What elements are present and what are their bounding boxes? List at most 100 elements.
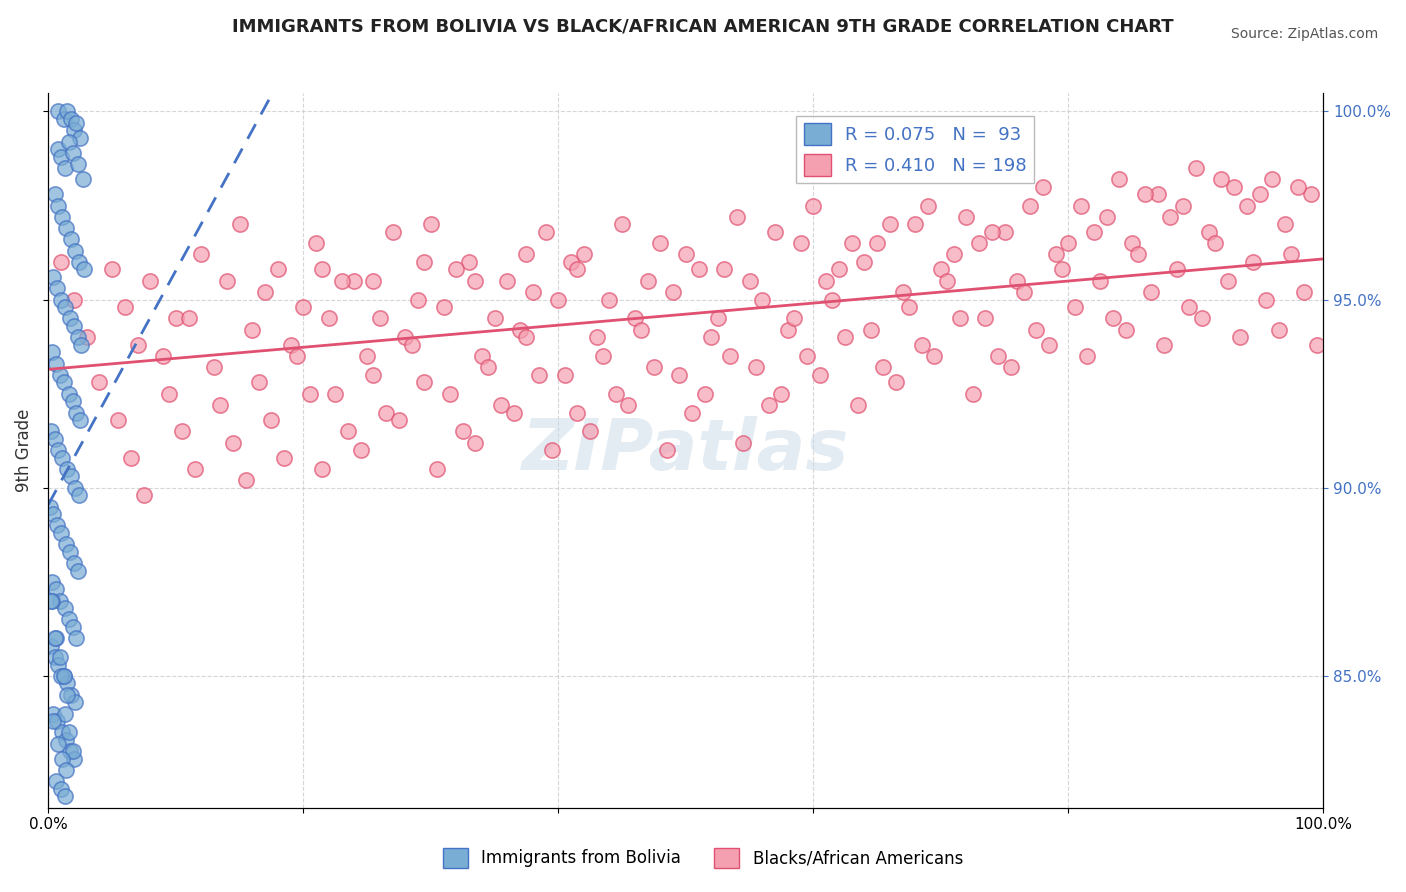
Point <box>1095 210 1118 224</box>
Point <box>637 274 659 288</box>
Point <box>1102 311 1125 326</box>
Point <box>381 225 404 239</box>
Point <box>152 349 174 363</box>
Point <box>1019 198 1042 212</box>
Point <box>215 274 238 288</box>
Point <box>53 161 76 175</box>
Point <box>846 398 869 412</box>
Point <box>693 386 716 401</box>
Point <box>72 172 94 186</box>
Point <box>962 386 984 401</box>
Point <box>650 236 672 251</box>
Point <box>1115 323 1137 337</box>
Point <box>917 198 939 212</box>
Point <box>413 376 436 390</box>
Point <box>139 274 162 288</box>
Point <box>267 262 290 277</box>
Point <box>1153 338 1175 352</box>
Point <box>190 247 212 261</box>
Point <box>363 368 385 382</box>
Point <box>1294 285 1316 299</box>
Point <box>56 462 79 476</box>
Point <box>1128 247 1150 261</box>
Point <box>39 593 62 607</box>
Point <box>323 386 346 401</box>
Point <box>368 311 391 326</box>
Point <box>52 376 75 390</box>
Point <box>1191 311 1213 326</box>
Point <box>44 650 66 665</box>
Point <box>1146 187 1168 202</box>
Point <box>41 345 63 359</box>
Point <box>942 247 965 261</box>
Point <box>67 255 90 269</box>
Point <box>394 330 416 344</box>
Point <box>44 187 66 202</box>
Point <box>783 311 806 326</box>
Point <box>202 360 225 375</box>
Point <box>630 323 652 337</box>
Point <box>45 582 67 597</box>
Point <box>41 593 63 607</box>
Y-axis label: 9th Grade: 9th Grade <box>15 409 32 491</box>
Point <box>127 338 149 352</box>
Point <box>872 360 894 375</box>
Point <box>967 236 990 251</box>
Point <box>1083 225 1105 239</box>
Point <box>439 386 461 401</box>
Point <box>643 360 665 375</box>
Point <box>209 398 232 412</box>
Point <box>1007 274 1029 288</box>
Point <box>1306 338 1329 352</box>
Point <box>1025 323 1047 337</box>
Point <box>733 435 755 450</box>
Point <box>688 262 710 277</box>
Point <box>567 262 589 277</box>
Point <box>48 657 70 672</box>
Point <box>260 413 283 427</box>
Point <box>62 123 84 137</box>
Point <box>58 135 80 149</box>
Point <box>62 752 84 766</box>
Point <box>52 112 75 126</box>
Point <box>69 130 91 145</box>
Point <box>1045 247 1067 261</box>
Point <box>859 323 882 337</box>
Point <box>39 639 62 653</box>
Point <box>172 425 194 439</box>
Point <box>298 386 321 401</box>
Point <box>1088 274 1111 288</box>
Point <box>763 225 786 239</box>
Point <box>63 695 86 709</box>
Point <box>41 574 63 589</box>
Point <box>247 376 270 390</box>
Point <box>547 293 569 307</box>
Point <box>55 763 77 777</box>
Point <box>70 338 93 352</box>
Point <box>63 244 86 258</box>
Point <box>42 706 65 721</box>
Point <box>59 744 82 758</box>
Point <box>48 142 70 156</box>
Point <box>55 221 77 235</box>
Point <box>718 349 741 363</box>
Point <box>59 311 82 326</box>
Point <box>305 236 328 251</box>
Point <box>446 262 468 277</box>
Point <box>841 236 863 251</box>
Point <box>311 462 333 476</box>
Point <box>51 725 73 739</box>
Point <box>240 323 263 337</box>
Point <box>464 435 486 450</box>
Point <box>62 293 84 307</box>
Point <box>1211 172 1233 186</box>
Point <box>58 386 80 401</box>
Point <box>451 425 474 439</box>
Point <box>1032 179 1054 194</box>
Point <box>48 104 70 119</box>
Point <box>45 774 67 789</box>
Point <box>273 450 295 465</box>
Point <box>39 425 62 439</box>
Point <box>502 405 524 419</box>
Point <box>821 293 844 307</box>
